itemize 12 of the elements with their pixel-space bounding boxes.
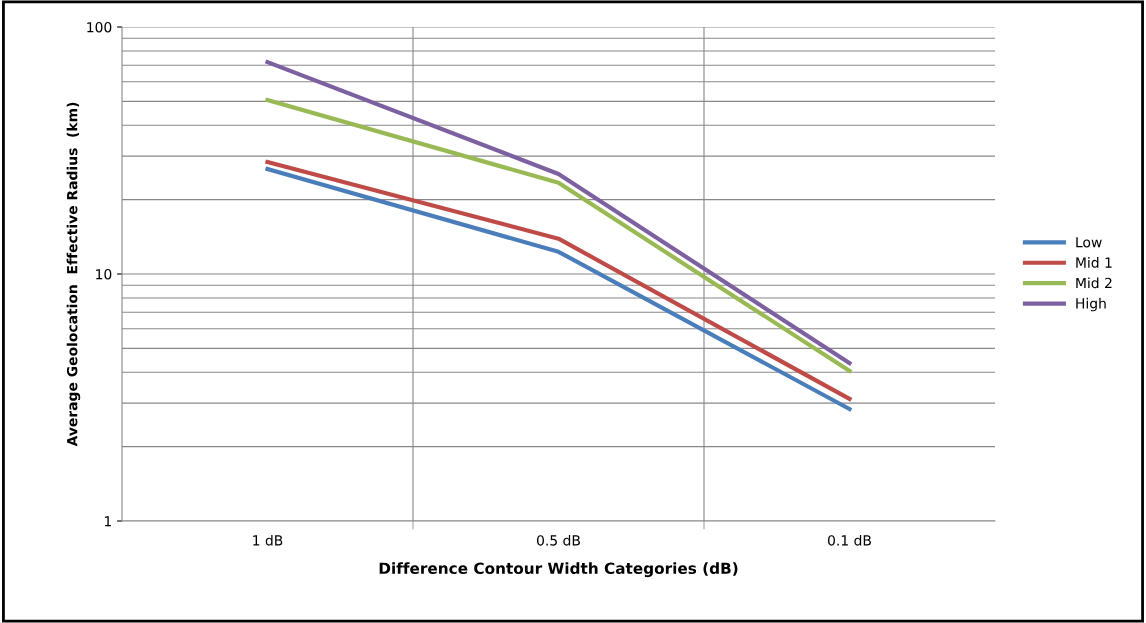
- x-tick-label: 1 dB: [253, 534, 283, 546]
- y-axis-title: Average Geolocation Effective Radius (km): [66, 102, 81, 447]
- x-axis-title: Difference Contour Width Categories (dB): [379, 562, 738, 578]
- legend-label: High: [1076, 297, 1106, 312]
- y-tick-label: 1: [104, 516, 111, 527]
- x-tick-label: 0.5 dB: [536, 534, 580, 546]
- y-tick-label: 10: [96, 268, 112, 280]
- legend-label: Mid 1: [1076, 257, 1112, 268]
- legend-label: Mid 2: [1076, 277, 1112, 289]
- legend-label: Low: [1076, 237, 1102, 248]
- y-tick-label: 100: [87, 21, 112, 33]
- x-tick-label: 0.1 dB: [827, 534, 871, 546]
